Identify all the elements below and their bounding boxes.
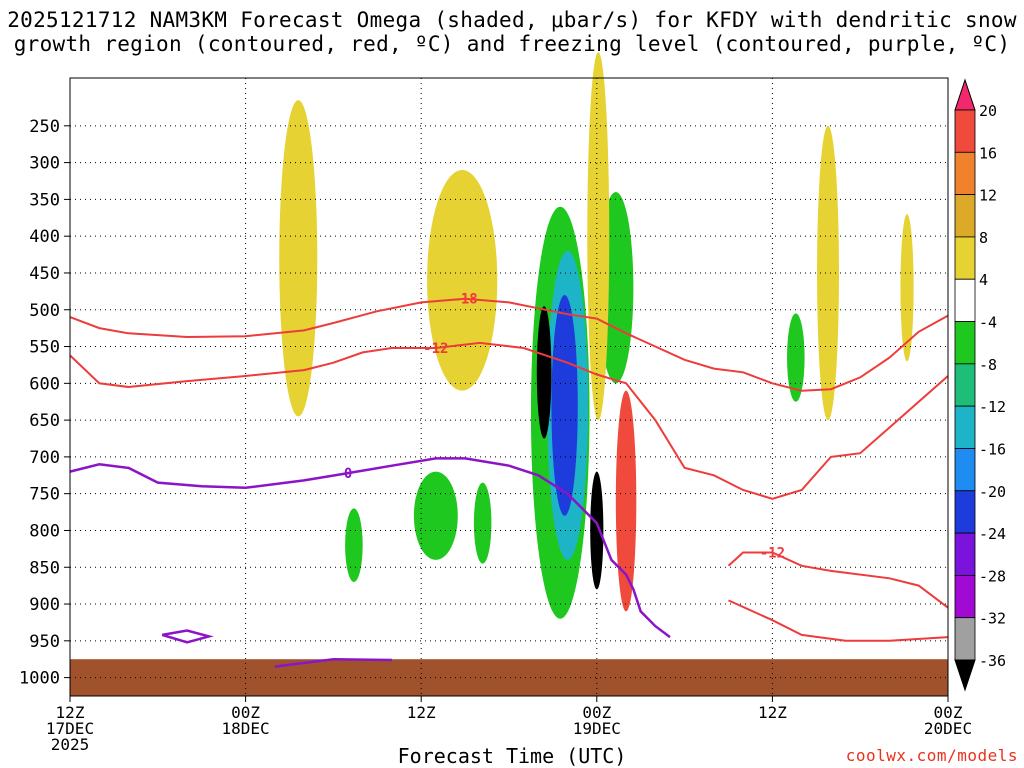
contour-5 — [161, 629, 214, 644]
colorbar-label-9: -20 — [979, 483, 1006, 501]
x-axis-label: Forecast Time (UTC) — [397, 744, 627, 768]
colorbar-max-triangle — [954, 78, 976, 111]
colorbar-segment-9 — [954, 448, 976, 492]
colorbar-label-13: -36 — [979, 652, 1006, 670]
omega-region-12 — [413, 471, 458, 560]
colorbar-segment-12 — [954, 574, 976, 619]
y-tick-label-8: 650 — [29, 411, 60, 431]
colorbar-segment-4 — [954, 236, 976, 280]
site-credit[interactable]: coolwx.com/models — [845, 746, 1018, 765]
contour-label-4: 0 — [344, 466, 352, 482]
omega-region-5 — [590, 471, 604, 590]
colorbar-label-8: -16 — [979, 440, 1006, 458]
colorbar-segment-11 — [954, 532, 976, 576]
y-tick-label-15: 1000 — [19, 669, 60, 689]
contour-6 — [274, 657, 392, 668]
omega-region-4 — [536, 306, 552, 439]
colorbar-label-2: 12 — [979, 187, 997, 205]
omega-region-8 — [587, 52, 610, 421]
colorbar-segment-3 — [954, 194, 976, 238]
colorbar-label-4: 4 — [979, 271, 988, 289]
contour-4 — [69, 457, 671, 639]
y-tick-label-14: 950 — [29, 632, 60, 652]
omega-region-13 — [345, 508, 363, 582]
x-tick-label-5-0: 00Z — [934, 703, 963, 722]
y-tick-label-11: 800 — [29, 521, 60, 541]
contour-0 — [69, 297, 949, 392]
omega-region-11 — [615, 390, 637, 612]
y-tick-label-13: 900 — [29, 595, 60, 615]
y-tick-label-1: 300 — [29, 154, 60, 174]
y-tick-label-5: 500 — [29, 301, 60, 321]
colorbar-segment-8 — [954, 405, 976, 449]
colorbar-label-0: 20 — [979, 102, 997, 120]
colorbar-segment-13 — [954, 617, 976, 661]
colorbar-label-5: -4 — [979, 314, 997, 332]
y-tick-label-2: 350 — [29, 190, 60, 210]
y-tick-label-6: 550 — [29, 338, 60, 358]
colorbar-label-7: -12 — [979, 398, 1006, 416]
x-tick-label-2-0: 12Z — [407, 703, 436, 722]
x-tick-label-0-1: 17DEC — [46, 719, 94, 738]
chart-title-line1: 2025121712 NAM3KM Forecast Omega (shaded… — [7, 8, 1017, 32]
y-tick-label-7: 600 — [29, 374, 60, 394]
contour-label-0: -18 — [452, 292, 477, 308]
x-tick-label-4-0: 12Z — [758, 703, 787, 722]
y-tick-label-10: 750 — [29, 485, 60, 505]
contour-2 — [727, 551, 949, 609]
omega-region-3 — [551, 295, 578, 516]
x-tick-label-0-2: 2025 — [51, 735, 90, 754]
omega-region-6 — [279, 100, 318, 417]
colorbar-label-11: -28 — [979, 567, 1006, 585]
colorbar-label-10: -24 — [979, 525, 1006, 543]
contour-3 — [728, 599, 949, 642]
contour-1 — [69, 341, 949, 500]
colorbar-segment-10 — [954, 490, 976, 534]
y-tick-label-4: 450 — [29, 264, 60, 284]
x-tick-label-3-1: 19DEC — [573, 719, 621, 738]
y-tick-label-12: 850 — [29, 558, 60, 578]
colorbar-label-3: 8 — [979, 229, 988, 247]
colorbar-segment-6 — [954, 321, 976, 365]
contour-label-2: -12 — [760, 546, 785, 562]
x-tick-label-5-1: 20DEC — [924, 719, 972, 738]
colorbar-label-12: -32 — [979, 610, 1006, 628]
y-tick-label-3: 400 — [29, 227, 60, 247]
terrain-surface — [70, 659, 948, 696]
colorbar-min-triangle — [954, 659, 976, 692]
omega-region-15 — [787, 313, 805, 402]
x-tick-label-3-0: 00Z — [582, 703, 611, 722]
plot-frame — [69, 77, 949, 697]
colorbar-segment-5 — [954, 278, 976, 322]
colorbar-segment-2 — [954, 151, 976, 196]
colorbar-segment-7 — [954, 363, 976, 407]
x-tick-label-1-1: 18DEC — [222, 719, 270, 738]
y-tick-label-9: 700 — [29, 448, 60, 468]
omega-region-10 — [900, 214, 914, 362]
chart-title-line2: growth region (contoured, red, ºC) and f… — [13, 32, 1011, 56]
x-tick-label-1-0: 00Z — [231, 703, 260, 722]
colorbar-label-1: 16 — [979, 144, 997, 162]
x-tick-label-0-0: 12Z — [56, 703, 85, 722]
omega-region-7 — [427, 169, 498, 391]
omega-region-9 — [817, 125, 839, 421]
y-tick-label-0: 250 — [29, 117, 60, 137]
omega-region-14 — [473, 482, 492, 564]
colorbar-segment-1 — [954, 109, 976, 153]
contour-label-1: -12 — [423, 341, 448, 357]
colorbar-label-6: -8 — [979, 356, 997, 374]
